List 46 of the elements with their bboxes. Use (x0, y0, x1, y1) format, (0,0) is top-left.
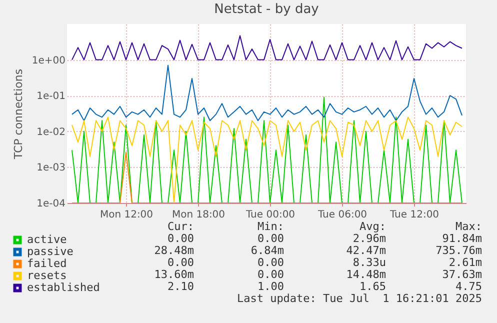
text: Avg: (360, 220, 386, 233)
line-series (72, 35, 462, 60)
y-tick-label: 1e-03 (36, 162, 66, 174)
text: 28.48m (154, 244, 194, 257)
legend-label: resets (27, 269, 67, 282)
text: 1.00 (258, 280, 284, 293)
text: 4.75 (456, 280, 482, 293)
text: 735.76m (436, 244, 482, 257)
line-series (72, 64, 462, 122)
text: 37.63m (442, 268, 482, 281)
legend-label: established (27, 281, 100, 294)
text: 14.48m (346, 268, 386, 281)
x-tick-label: Mon 18:00 (172, 210, 226, 220)
x-tick-label: Tue 12:00 (388, 210, 440, 220)
legend-label: passive (27, 245, 74, 258)
x-tick-label: Tue 00:00 (244, 210, 296, 220)
text: 0.00 (258, 256, 284, 269)
text: 6.84m (250, 244, 284, 257)
text: 0.00 (168, 256, 194, 269)
text: 91.84m (442, 232, 482, 245)
text: 8.33u (352, 256, 386, 269)
text: 0.00 (168, 232, 194, 245)
x-tick-label: Mon 12:00 (100, 210, 154, 220)
chart-title: Netstat - by day (214, 2, 320, 17)
text: 2.61m (448, 256, 482, 269)
x-tick-label: Tue 06:00 (316, 210, 368, 220)
y-axis-title: TCP connections (12, 68, 25, 160)
text: 42.47m (346, 244, 386, 257)
text: 13.60m (154, 268, 194, 281)
y-tick-label: 1e-02 (36, 126, 66, 138)
legend-label: failed (27, 257, 67, 270)
y-tick-label: 1e+00 (32, 55, 66, 66)
text: Max: (456, 220, 482, 233)
text: Last update: Tue Jul 1 16:21:01 2025 (236, 292, 482, 305)
text: 2.96m (352, 232, 386, 245)
text: 0.00 (258, 268, 284, 281)
line-series (72, 116, 462, 203)
text: 1.65 (360, 280, 386, 293)
text: 0.00 (258, 232, 284, 245)
text: Cur: (168, 220, 194, 233)
y-tick-label: 1e-04 (36, 198, 66, 210)
legend-label: active (27, 233, 67, 246)
text: Min: (258, 220, 284, 233)
y-tick-label: 1e-01 (36, 91, 66, 102)
text: 2.10 (168, 280, 194, 293)
line-series (72, 96, 462, 203)
